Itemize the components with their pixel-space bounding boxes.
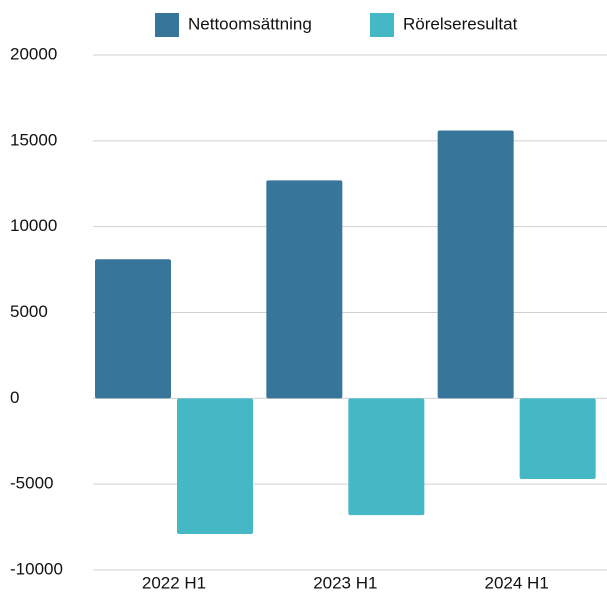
y-tick-label: 0 [10, 388, 19, 407]
x-tick-label: 2023 H1 [313, 573, 377, 592]
x-tick-label: 2022 H1 [142, 573, 206, 592]
y-tick-label: 5000 [10, 302, 48, 321]
bar [348, 398, 425, 516]
y-tick-label: -10000 [10, 559, 63, 578]
bar [177, 398, 253, 534]
y-tick-label: -5000 [10, 474, 53, 493]
legend-swatch [370, 13, 394, 37]
y-tick-label: 20000 [10, 44, 57, 63]
bar [95, 259, 171, 399]
y-tick-label: 15000 [10, 130, 57, 149]
x-tick-label: 2024 H1 [485, 573, 549, 592]
legend-label: Rörelseresultat [403, 14, 518, 33]
bar [437, 130, 514, 399]
legend-label: Nettoomsättning [188, 14, 312, 33]
bar [519, 398, 596, 480]
bar [266, 180, 343, 399]
legend-swatch [155, 13, 179, 37]
y-tick-label: 10000 [10, 216, 57, 235]
